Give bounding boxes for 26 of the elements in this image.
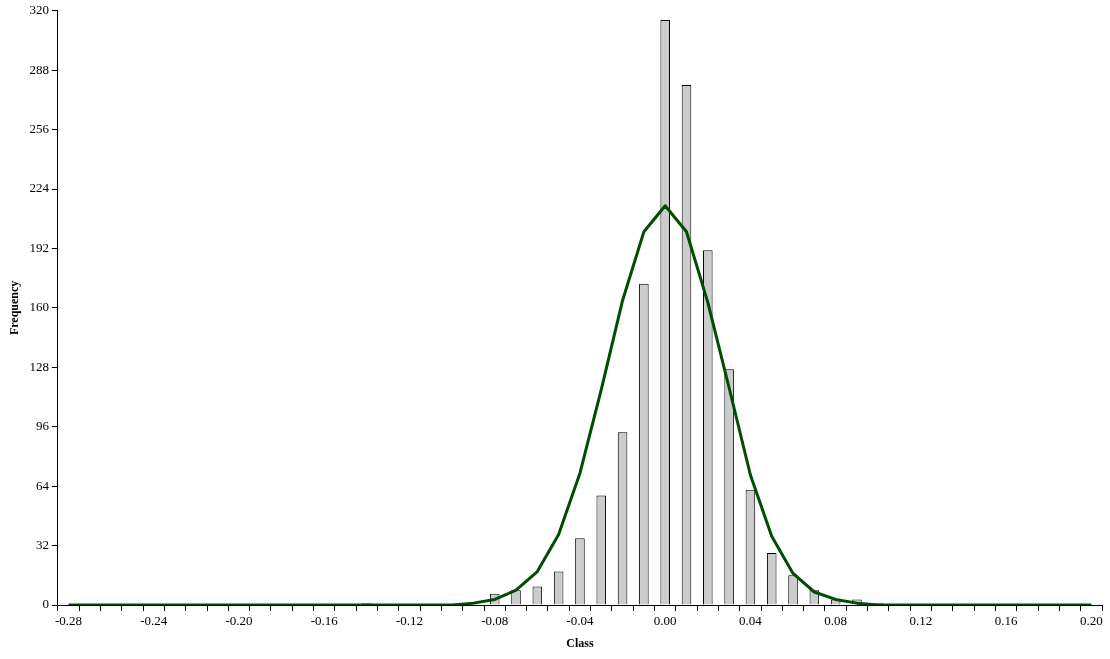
y-tick-label: 160 (29, 299, 49, 315)
x-tick-label: -0.20 (225, 613, 253, 629)
x-tick-label: 0.04 (739, 613, 763, 629)
y-tick-label: 96 (35, 418, 50, 434)
x-tick-label: 0.12 (909, 613, 933, 629)
x-tick-label: 0.20 (1079, 613, 1103, 629)
x-tick-label: 0.00 (653, 613, 677, 629)
x-tick-label: -0.24 (140, 613, 168, 629)
y-tick-label: 32 (35, 537, 49, 552)
x-axis-title: Class (566, 635, 594, 650)
x-tick-label: 0.08 (824, 613, 848, 629)
x-tick-label: -0.12 (395, 613, 424, 629)
y-tick-label: 192 (29, 239, 49, 255)
y-axis-title: Frequency (7, 280, 22, 336)
x-tick-label: -0.08 (481, 613, 509, 629)
y-tick-label: 224 (29, 180, 50, 196)
y-tick-label: 64 (35, 477, 50, 493)
y-tick-label: 256 (29, 121, 50, 137)
x-tick-label: -0.16 (310, 613, 339, 629)
y-tick-label: 128 (29, 358, 49, 374)
y-tick-label: 288 (29, 61, 49, 77)
y-tick-label: 320 (29, 2, 49, 18)
x-tick-label: -0.04 (566, 613, 594, 629)
y-tick-label: 0 (42, 596, 49, 612)
x-tick-label: 0.16 (994, 613, 1018, 629)
x-tick-label: -0.28 (55, 613, 83, 629)
